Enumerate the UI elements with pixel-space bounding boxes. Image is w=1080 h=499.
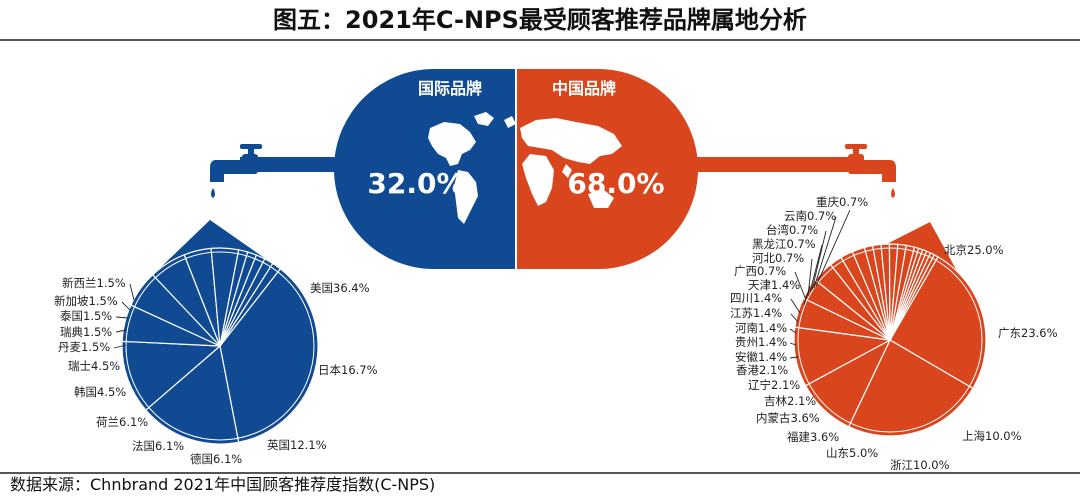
pie-label-安徽: 安徽1.4% <box>735 350 787 364</box>
chart-canvas: 国际品牌 中国品牌 32.0% 68.0% 美国36.4% 日本16.7% 英国12… <box>54 69 1058 470</box>
pie-label-河北: 河北0.7% <box>752 251 804 265</box>
leader-line <box>815 209 851 287</box>
chart-title: 图五：2021年C-NPS最受顾客推荐品牌属地分析 <box>273 6 807 34</box>
pie-ring <box>125 251 315 441</box>
pie-slices <box>793 222 987 437</box>
pie-label-重庆: 重庆0.7% <box>816 195 868 209</box>
pie-label-新加坡: 新加坡1.5% <box>54 294 118 308</box>
leader-line <box>813 216 837 289</box>
pie-label-辽宁: 辽宁2.1% <box>748 378 800 392</box>
faucet-icon <box>210 144 262 182</box>
leader-line <box>794 271 807 301</box>
pie-label-四川: 四川1.4% <box>730 291 782 305</box>
international-pipe <box>210 144 370 198</box>
leader-line <box>113 344 127 349</box>
china-pie: 北京25.0% 广东23.6% 上海10.0% 浙江10.0% 山东5.0% 福建3.6%… <box>730 195 1058 470</box>
leader-line <box>789 328 797 334</box>
pie-label-瑞士: 瑞士4.5% <box>68 359 120 373</box>
pie-slice-广东 <box>847 339 974 437</box>
water-drop-icon <box>211 188 215 198</box>
pie-label-德国: 德国6.1% <box>190 452 242 466</box>
pie-label-内蒙古: 内蒙古3.6% <box>756 411 820 425</box>
pie-labels: 北京25.0% 广东23.6% 上海10.0% 浙江10.0% 山东5.0% 福建3.6%… <box>730 195 1058 470</box>
leader-line <box>809 244 823 293</box>
pie-slice-北京 <box>889 256 987 390</box>
international-half <box>334 69 516 269</box>
pie-label-上海: 上海10.0% <box>962 429 1022 443</box>
china-label: 中国品牌 <box>552 79 616 98</box>
pie-label-广西: 广西0.7% <box>734 264 786 278</box>
international-pie: 美国36.4% 日本16.7% 英国12.1% 德国6.1% 法国6.1% 荷兰6.1% 韩… <box>54 220 378 466</box>
world-map-icon <box>428 112 622 224</box>
pie-label-韩国: 韩国4.5% <box>74 385 126 399</box>
leader-line <box>807 258 813 297</box>
leader-line <box>115 316 129 319</box>
international-share: 32.0% <box>367 167 464 200</box>
pie-label-日本: 日本16.7% <box>318 363 378 377</box>
pie-label-福建: 福建3.6% <box>787 430 839 444</box>
faucet-icon <box>845 144 896 182</box>
source-note: 数据来源：Chnbrand 2021年中国顾客推荐度指数(C-NPS) <box>10 475 436 494</box>
china-pipe <box>662 144 896 198</box>
leader-line <box>115 329 127 333</box>
pie-label-泰国: 泰国1.5% <box>60 309 112 323</box>
pie-label-荷兰: 荷兰6.1% <box>96 415 148 429</box>
pie-label-云南: 云南0.7% <box>784 209 836 223</box>
pie-slice-美国 <box>219 267 319 443</box>
water-drop-icon <box>891 188 895 198</box>
pie-ring <box>797 247 983 433</box>
pie-label-江苏: 江苏1.4% <box>730 306 782 320</box>
title-divider <box>0 39 1080 41</box>
leader-line <box>790 313 799 323</box>
pie-label-美国: 美国36.4% <box>310 281 370 295</box>
pie-slice-重庆 <box>889 254 939 341</box>
leader-line <box>811 230 827 291</box>
footer-divider <box>0 472 1080 474</box>
pie-label-广东: 广东23.6% <box>998 326 1058 340</box>
pie-label-河南: 河南1.4% <box>735 321 787 335</box>
pie-label-黑龙江: 黑龙江0.7% <box>752 237 816 251</box>
pie-labels: 美国36.4% 日本16.7% 英国12.1% 德国6.1% 法国6.1% 荷兰6.1% 韩… <box>54 276 378 466</box>
pie-slice-日本 <box>145 344 240 445</box>
china-share: 68.0% <box>567 167 664 200</box>
pie-label-新西兰: 新西兰1.5% <box>62 276 126 290</box>
pie-label-法国: 法国6.1% <box>132 439 184 453</box>
pie-label-山东: 山东5.0% <box>826 446 878 460</box>
pie-label-台湾: 台湾0.7% <box>766 223 818 237</box>
leader-line <box>121 301 131 311</box>
leader-line <box>789 342 797 346</box>
leader-line <box>789 356 799 359</box>
leader-line <box>790 298 801 314</box>
pie-label-贵州: 贵州1.4% <box>735 335 787 349</box>
pie-label-天津: 天津1.4% <box>748 278 800 292</box>
pie-label-丹麦: 丹麦1.5% <box>58 340 110 354</box>
pie-slices <box>121 220 319 445</box>
pie-label-香港: 香港2.1% <box>736 363 788 377</box>
pie-label-英国: 英国12.1% <box>267 438 327 452</box>
pie-label-浙江: 浙江10.0% <box>890 458 950 470</box>
pie-label-北京: 北京25.0% <box>944 243 1004 257</box>
pie-label-吉林: 吉林2.1% <box>764 394 816 408</box>
pie-label-瑞典: 瑞典1.5% <box>60 325 112 339</box>
leader-line <box>129 283 135 301</box>
pie-slice-新西兰 <box>219 262 282 347</box>
share-capsule: 国际品牌 中国品牌 32.0% 68.0% <box>334 69 698 269</box>
china-half <box>516 69 698 269</box>
international-label: 国际品牌 <box>418 79 482 98</box>
pie-slice-英国 <box>121 340 222 411</box>
